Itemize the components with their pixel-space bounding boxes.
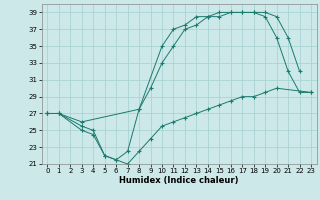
X-axis label: Humidex (Indice chaleur): Humidex (Indice chaleur) bbox=[119, 176, 239, 185]
